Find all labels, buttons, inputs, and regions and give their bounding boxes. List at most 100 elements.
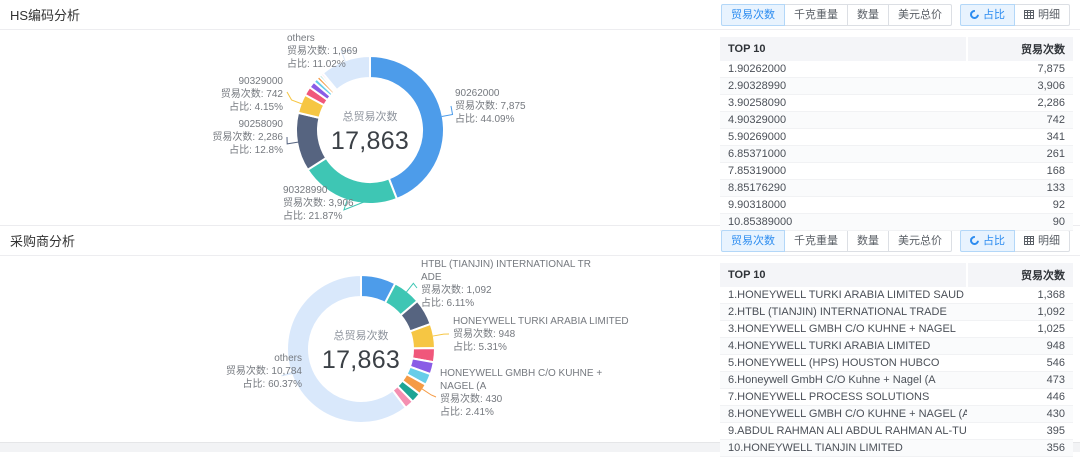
rank-name-cell[interactable]: 10.HONEYWELL TIANJIN LIMITED: [720, 439, 968, 457]
metric-button-2[interactable]: 数量: [847, 229, 889, 252]
table-row[interactable]: 6.85371000 261: [720, 145, 1073, 163]
rank-name-cell[interactable]: 1.90262000: [720, 61, 968, 78]
callout-leader-line: [340, 50, 352, 62]
rank-name-cell[interactable]: 10.85389000: [720, 213, 968, 231]
value-cell[interactable]: 1,092: [967, 303, 1073, 321]
value-cell[interactable]: 446: [967, 388, 1073, 406]
table-row[interactable]: 5.90269000 341: [720, 128, 1073, 146]
table-row[interactable]: 1.HONEYWELL TURKI ARABIA LIMITED SAUD 1,3…: [720, 287, 1073, 304]
value-cell[interactable]: 395: [967, 422, 1073, 440]
table-row[interactable]: 2.HTBL (TIANJIN) INTERNATIONAL TRADE 1,09…: [720, 303, 1073, 321]
value-cell[interactable]: 92: [967, 196, 1073, 214]
metric-button-1[interactable]: 千克重量: [784, 229, 848, 252]
section-hs-code-analysis: HS编码分析 贸易次数 千克重量 数量 美元总价 占比 明细 总贸易次数 17,863 9…: [0, 0, 1080, 231]
table-row[interactable]: 7.85319000 168: [720, 162, 1073, 180]
donut-chart-svg: [286, 50, 454, 211]
value-cell[interactable]: 430: [967, 405, 1073, 423]
rank-name-cell[interactable]: 6.Honeywell GmbH C/O Kuhne + Nagel (A: [720, 371, 968, 389]
value-cell[interactable]: 341: [967, 128, 1073, 146]
view-detail-button[interactable]: 明细: [1014, 229, 1070, 252]
value-cell[interactable]: 2,286: [967, 94, 1073, 112]
chart-callout: 90329000 贸易次数: 742 占比: 4.15%: [143, 75, 283, 114]
metric-button-0[interactable]: 贸易次数: [721, 3, 785, 26]
rank-name-cell[interactable]: 3.HONEYWELL GMBH C/O KUHNE + NAGEL: [720, 320, 968, 338]
table-row[interactable]: 9.ABDUL RAHMAN ALI ABDUL RAHMAN AL-TU 395: [720, 422, 1073, 440]
callout-name: 90328990: [283, 185, 328, 196]
metric-button-3[interactable]: 美元总价: [888, 3, 952, 26]
value-cell[interactable]: 7,875: [967, 61, 1073, 78]
value-cell[interactable]: 3,906: [967, 77, 1073, 95]
rank-name-cell[interactable]: 5.90269000: [720, 128, 968, 146]
rank-name-cell[interactable]: 7.HONEYWELL PROCESS SOLUTIONS: [720, 388, 968, 406]
table-row[interactable]: 5.HONEYWELL (HPS) HOUSTON HUBCO 546: [720, 354, 1073, 372]
table-row[interactable]: 10.85389000 90: [720, 213, 1073, 231]
table-row[interactable]: 6.Honeywell GmbH C/O Kuhne + Nagel (A 473: [720, 371, 1073, 389]
value-cell[interactable]: 261: [967, 145, 1073, 163]
rank-name-cell[interactable]: 7.85319000: [720, 162, 968, 180]
rank-name-cell[interactable]: 2.HTBL (TIANJIN) INTERNATIONAL TRADE: [720, 303, 968, 321]
rank-name-cell[interactable]: 9.ABDUL RAHMAN ALI ABDUL RAHMAN AL-TU: [720, 422, 968, 440]
metric-button-3[interactable]: 美元总价: [888, 229, 952, 252]
value-cell[interactable]: 168: [967, 162, 1073, 180]
table-row[interactable]: 9.90318000 92: [720, 196, 1073, 214]
value-cell[interactable]: 1,368: [967, 287, 1073, 304]
view-detail-button[interactable]: 明细: [1014, 3, 1070, 26]
section-title: 采购商分析: [10, 234, 76, 249]
table-row[interactable]: 10.HONEYWELL TIANJIN LIMITED 356: [720, 439, 1073, 457]
metric-button-2[interactable]: 数量: [847, 3, 889, 26]
table-row[interactable]: 3.90258090 2,286: [720, 94, 1073, 112]
rank-name-cell[interactable]: 6.85371000: [720, 145, 968, 163]
callout-percent: 占比: 5.31%: [453, 342, 507, 353]
callout-count: 贸易次数: 1,969: [287, 46, 358, 57]
table-row[interactable]: 8.HONEYWELL GMBH C/O KUHNE + NAGEL (A 430: [720, 405, 1073, 423]
callout-name: HONEYWELL TURKI ARABIA LIMITED: [453, 316, 629, 327]
chart-callout: others 贸易次数: 1,969 占比: 11.02%: [287, 32, 358, 71]
pie-segment[interactable]: [286, 274, 407, 424]
callout-count: 贸易次数: 430: [440, 394, 503, 405]
section-buyer-analysis: 采购商分析 贸易次数 千克重量 数量 美元总价 占比 明细 总贸易次数 17,863 HT…: [0, 225, 1080, 457]
metric-button-0[interactable]: 贸易次数: [721, 229, 785, 252]
chart-callout: 90262000 贸易次数: 7,875 占比: 44.09%: [455, 87, 526, 126]
callout-percent: 占比: 21.87%: [283, 211, 343, 222]
value-cell[interactable]: 742: [967, 111, 1073, 129]
value-cell[interactable]: 90: [967, 213, 1073, 231]
rank-name-cell[interactable]: 1.HONEYWELL TURKI ARABIA LIMITED SAUD: [720, 287, 968, 304]
callout-name: 90262000: [455, 88, 500, 99]
callout-name: others: [274, 353, 302, 364]
value-cell[interactable]: 948: [967, 337, 1073, 355]
value-cell[interactable]: 546: [967, 354, 1073, 372]
rank-name-cell[interactable]: 4.90329000: [720, 111, 968, 129]
top10-table-area: TOP 10 贸易次数 1.90262000 7,875 2.90328990 3,9…: [720, 30, 1080, 231]
table-row[interactable]: 2.90328990 3,906: [720, 77, 1073, 95]
view-ratio-button[interactable]: 占比: [960, 229, 1015, 252]
table-row[interactable]: 4.90329000 742: [720, 111, 1073, 129]
table-row[interactable]: 8.85176290 133: [720, 179, 1073, 197]
chart-callout: others 贸易次数: 10,784 占比: 60.37%: [162, 352, 302, 391]
table-row[interactable]: 7.HONEYWELL PROCESS SOLUTIONS 446: [720, 388, 1073, 406]
pie-segment[interactable]: [295, 111, 328, 171]
rank-name-cell[interactable]: 4.HONEYWELL TURKI ARABIA LIMITED: [720, 337, 968, 355]
pie-segment[interactable]: [369, 55, 445, 200]
chart-callout: HONEYWELL GMBH C/O KUHNE + NAGEL (A 贸易次数:…: [440, 367, 612, 419]
rank-name-cell[interactable]: 8.85176290: [720, 179, 968, 197]
view-button-group: 占比 明细: [960, 3, 1070, 26]
value-cell[interactable]: 473: [967, 371, 1073, 389]
rank-name-cell[interactable]: 3.90258090: [720, 94, 968, 112]
rank-name-cell[interactable]: 5.HONEYWELL (HPS) HOUSTON HUBCO: [720, 354, 968, 372]
value-cell[interactable]: 133: [967, 179, 1073, 197]
rank-name-cell[interactable]: 8.HONEYWELL GMBH C/O KUHNE + NAGEL (A: [720, 405, 968, 423]
toolbar: 贸易次数 千克重量 数量 美元总价 占比 明细: [721, 229, 1070, 252]
rank-name-cell[interactable]: 2.90328990: [720, 77, 968, 95]
view-ratio-button[interactable]: 占比: [960, 3, 1015, 26]
table-row[interactable]: 1.90262000 7,875: [720, 61, 1073, 78]
value-cell[interactable]: 1,025: [967, 320, 1073, 338]
table-row[interactable]: 3.HONEYWELL GMBH C/O KUHNE + NAGEL 1,025: [720, 320, 1073, 338]
pie-segment[interactable]: [321, 55, 371, 91]
value-cell[interactable]: 356: [967, 439, 1073, 457]
rank-name-cell[interactable]: 9.90318000: [720, 196, 968, 214]
section-content: 总贸易次数 17,863 HTBL (TIANJIN) INTERNATIONA…: [0, 256, 1080, 457]
callout-percent: 占比: 4.15%: [229, 102, 283, 113]
metric-button-1[interactable]: 千克重量: [784, 3, 848, 26]
toolbar: 贸易次数 千克重量 数量 美元总价 占比 明细: [721, 3, 1070, 26]
table-row[interactable]: 4.HONEYWELL TURKI ARABIA LIMITED 948: [720, 337, 1073, 355]
